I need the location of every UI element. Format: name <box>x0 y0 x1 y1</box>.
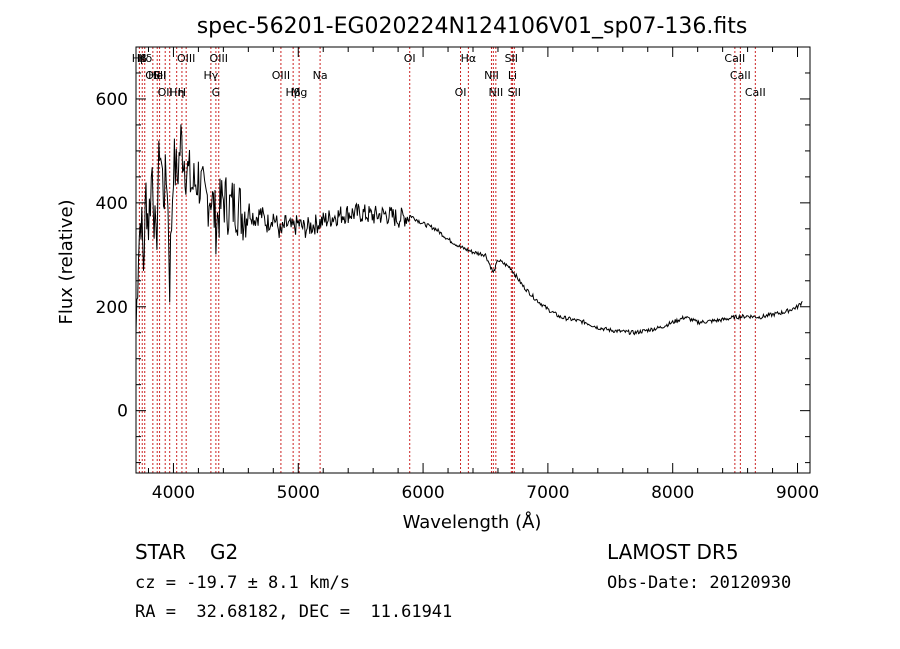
line-label: Hδ <box>137 52 152 65</box>
line-label: OIII <box>272 69 290 82</box>
spectrum-line <box>135 124 803 336</box>
subclass: G2 <box>210 540 239 564</box>
x-tick-label: 6000 <box>401 483 444 503</box>
y-tick-label: 400 <box>96 194 128 214</box>
line-label: Hβ <box>285 86 300 99</box>
x-tick-label: 8000 <box>651 483 694 503</box>
y-tick-label: 200 <box>96 298 128 318</box>
line-label: Na <box>313 69 328 82</box>
line-label: CaII <box>724 52 745 65</box>
line-label: Li <box>508 69 517 82</box>
line-label: OIII <box>210 52 228 65</box>
line-label: Mg <box>291 86 307 99</box>
plot-frame <box>135 46 811 474</box>
line-label: OII <box>158 86 173 99</box>
x-tick-label: 5000 <box>277 483 320 503</box>
line-label: G <box>212 86 221 99</box>
x-axis-label: Wavelength (Å) <box>403 511 542 533</box>
line-markers <box>138 47 756 473</box>
x-tick-label: 7000 <box>526 483 569 503</box>
line-label: H <box>178 86 186 99</box>
survey-name: LAMOST DR5 <box>607 540 739 564</box>
line-label: CaII <box>730 69 751 82</box>
line-label: SII <box>505 52 518 65</box>
coordinates: RA = 32.68182, DEC = 11.61941 <box>135 602 453 622</box>
line-label: OII <box>145 69 160 82</box>
line-label: Hα <box>461 52 477 65</box>
redshift-cz: cz = -19.7 ± 8.1 km/s <box>135 573 350 593</box>
line-label: OI <box>404 52 416 65</box>
line-label: OI <box>455 86 467 99</box>
line-label: NII <box>488 86 503 99</box>
object-type: STAR <box>135 540 186 564</box>
y-tick-label: 600 <box>96 90 128 110</box>
line-label: CaII <box>745 86 766 99</box>
line-label: SII <box>153 69 166 82</box>
line-label: HeI <box>148 69 166 82</box>
line-label: SII <box>508 86 521 99</box>
y-axis-label: Flux (relative) <box>56 199 77 324</box>
obs-date: Obs-Date: 20120930 <box>607 573 792 593</box>
y-axis: 0 200 400 600 <box>96 46 810 464</box>
x-tick-label: 4000 <box>152 483 195 503</box>
chart-title: spec-56201-EG020224N124106V01_sp07-136.f… <box>197 14 748 39</box>
line-label: Hη <box>169 86 184 99</box>
x-axis: 4000 5000 6000 7000 8000 9000 <box>147 47 819 503</box>
line-label: K <box>139 52 147 65</box>
x-tick-label: 9000 <box>776 483 819 503</box>
line-label: Hγ <box>203 69 218 82</box>
line-label: NII <box>484 69 499 82</box>
line-labels: HβKHδOIIHeISIIOIIHηHOIIIHγGOIIIOIIIHβMgN… <box>132 52 766 99</box>
line-label: OIII <box>177 52 195 65</box>
y-tick-label: 0 <box>117 402 128 422</box>
